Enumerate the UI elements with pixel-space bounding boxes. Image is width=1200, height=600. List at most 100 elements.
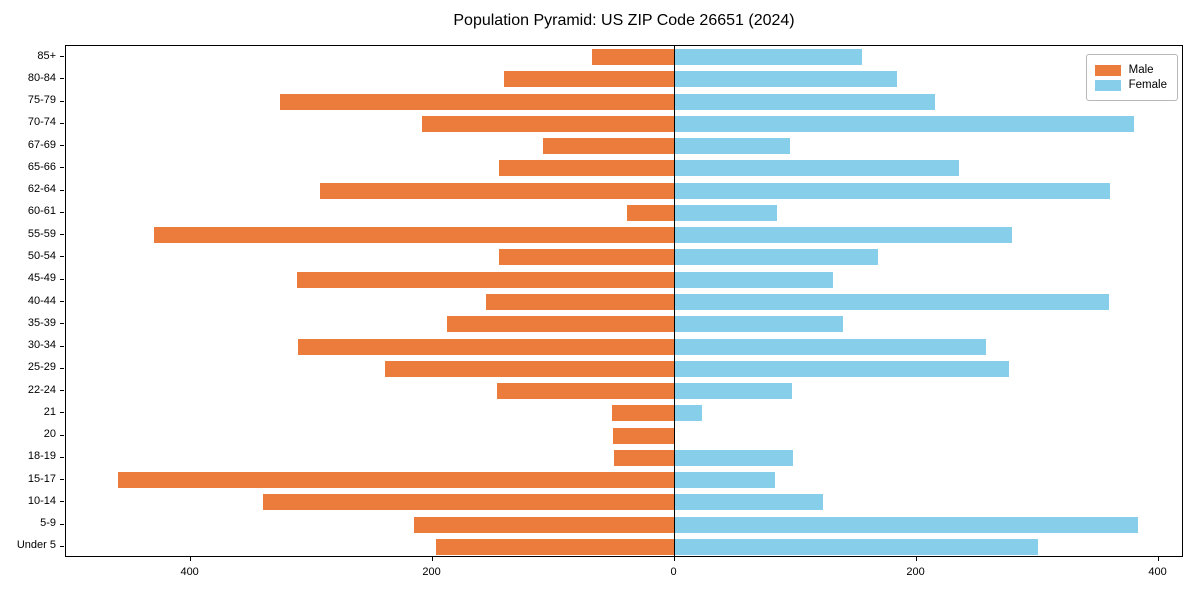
y-axis-tick (60, 301, 64, 302)
legend-label: Female (1128, 79, 1167, 91)
y-axis-tick (60, 145, 64, 147)
y-axis-tick (60, 412, 64, 414)
bar-male (611, 405, 675, 422)
y-axis-tick (60, 501, 64, 503)
x-axis-tick (673, 557, 675, 561)
y-axis-tick (60, 479, 64, 481)
bar-female (674, 227, 1013, 244)
bar-male (485, 294, 675, 310)
y-axis-label: 70-74 (27, 116, 56, 129)
legend-label: Male (1128, 64, 1154, 76)
y-axis-tick (60, 78, 64, 80)
y-axis-label: 40-44 (27, 294, 56, 307)
y-axis-label: 45-49 (27, 272, 56, 285)
y-axis-tick (60, 434, 64, 436)
y-axis-label: 50-54 (27, 249, 56, 262)
y-axis-tick (60, 100, 64, 102)
legend-swatch-male (1094, 64, 1121, 76)
bar-male (421, 115, 675, 132)
y-axis-tick (60, 367, 64, 369)
zero-axis-line (673, 46, 676, 556)
bar-female (674, 271, 834, 288)
y-axis-tick (60, 122, 64, 124)
y-axis-label: 21 (43, 405, 56, 418)
bar-male (496, 383, 675, 400)
bar-female (674, 516, 1138, 533)
bar-male (504, 71, 675, 88)
bar-female (674, 49, 863, 66)
legend: Male Female (1085, 54, 1178, 101)
legend-swatch-female (1094, 79, 1121, 91)
bar-male (592, 49, 675, 66)
y-axis-label: 65-66 (27, 160, 56, 173)
y-axis-label: 55-59 (27, 227, 56, 240)
bar-male (320, 182, 675, 199)
y-axis-tick (60, 456, 64, 458)
bar-female (674, 138, 790, 155)
y-axis-label: 25-29 (27, 361, 56, 374)
bar-female (674, 204, 778, 221)
y-axis-tick (60, 523, 64, 525)
bar-female (674, 182, 1111, 199)
y-axis-label: Under 5 (16, 539, 56, 552)
y-axis-label: 15-17 (27, 472, 56, 485)
x-axis-tick (1157, 557, 1159, 561)
y-axis-label: 85+ (37, 49, 56, 62)
bar-male (385, 360, 675, 377)
y-axis-label: 10-14 (27, 494, 56, 507)
y-axis-tick (60, 167, 64, 169)
x-axis-tick (189, 557, 191, 561)
bar-female (674, 405, 703, 422)
bar-female (674, 249, 878, 266)
y-axis-tick (60, 211, 64, 213)
x-axis-label: 200 (906, 566, 925, 578)
legend-item: Male (1094, 64, 1167, 76)
bar-male (447, 316, 675, 333)
bar-female (674, 449, 794, 466)
y-axis-tick (60, 189, 64, 191)
bar-female (674, 538, 1038, 555)
bar-female (674, 160, 959, 177)
bar-male (436, 538, 675, 555)
y-axis-label: 80-84 (27, 71, 56, 84)
bar-female (674, 316, 843, 333)
y-axis-label: 30-34 (27, 339, 56, 352)
bar-male (298, 338, 675, 355)
bar-female (674, 115, 1135, 132)
x-axis-label: 200 (422, 566, 441, 578)
bar-female (674, 383, 792, 400)
bar-male (499, 160, 675, 177)
bar-male (154, 227, 675, 244)
chart-title: Population Pyramid: US ZIP Code 26651 (2… (453, 12, 795, 29)
y-axis-label: 60-61 (27, 205, 56, 218)
x-axis-label: 0 (670, 566, 677, 578)
x-axis-tick (431, 557, 433, 561)
bar-male (297, 271, 675, 288)
bar-female (674, 338, 986, 355)
bar-female (674, 360, 1009, 377)
y-axis-tick (60, 56, 64, 58)
x-axis-tick (915, 557, 917, 561)
y-axis-label: 5-9 (40, 517, 56, 530)
bar-female (674, 494, 824, 511)
y-axis-tick (60, 345, 64, 347)
y-axis-tick (60, 278, 64, 280)
plot-area: Male Female (65, 45, 1183, 557)
bar-female (674, 71, 898, 88)
y-axis-label: 18-19 (27, 450, 56, 463)
bar-male (614, 449, 675, 466)
bar-female (674, 472, 776, 489)
bar-male (414, 516, 675, 533)
bar-male (263, 494, 675, 511)
bar-female (674, 93, 935, 110)
bar-male (612, 427, 675, 444)
bar-male (542, 138, 675, 155)
y-axis-tick (60, 323, 64, 325)
y-axis-tick (60, 256, 64, 258)
legend-item: Female (1094, 79, 1167, 91)
y-axis-label: 62-64 (27, 183, 56, 196)
y-axis-tick (60, 390, 64, 392)
y-axis-label: 20 (43, 428, 56, 441)
bar-male (499, 249, 675, 266)
